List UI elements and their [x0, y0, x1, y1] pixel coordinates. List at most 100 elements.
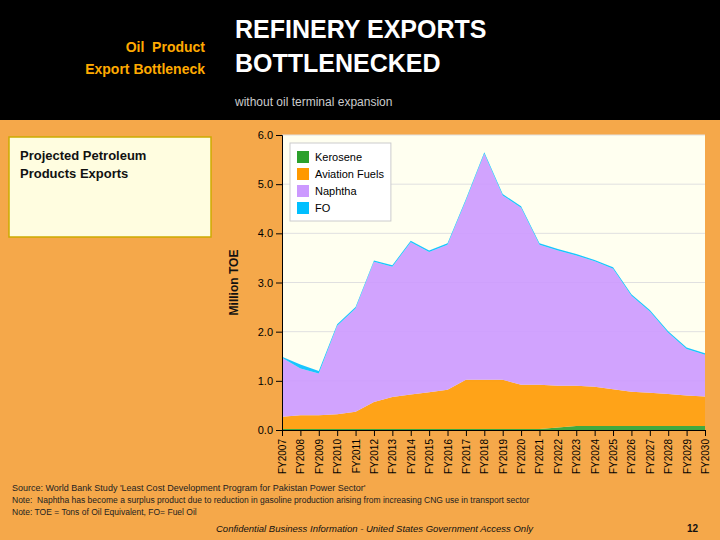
tick: FY2023	[571, 430, 582, 474]
header: Oil ProductExport BottleneckREFINERY EXP…	[85, 15, 486, 109]
plot: 0.01.02.03.04.05.06.0FY2007 FY2008 FY2009 F…	[258, 129, 711, 474]
tick-mark	[392, 430, 393, 436]
note: Note: TOE = Tons of Oil Equivalent, FO= …	[12, 507, 197, 517]
tick-label: FY2023	[571, 439, 582, 474]
tick: FY2015	[424, 430, 435, 474]
tick-mark	[276, 184, 282, 185]
tick: 4.0	[258, 227, 282, 239]
chart: Oil ProductExport BottleneckREFINERY EXP…	[0, 0, 720, 540]
tick: FY2016	[443, 430, 454, 474]
legend-swatch	[297, 202, 309, 214]
tick-label: FY2021	[534, 439, 545, 474]
tick-mark	[411, 430, 412, 436]
header-background	[0, 0, 720, 120]
tick-mark	[521, 430, 522, 436]
page-background	[0, 0, 720, 540]
tick: FY2012	[369, 430, 380, 474]
legend-label: Aviation Fuels	[315, 168, 384, 180]
header-label: Export Bottleneck	[85, 61, 205, 77]
axis-line	[276, 136, 283, 431]
tick: FY2013	[387, 430, 398, 474]
tick-label: FY2019	[498, 439, 509, 474]
note: Note: Naphtha has become a surplus produ…	[12, 495, 530, 505]
tick-mark	[539, 430, 540, 436]
tick-mark	[276, 381, 282, 382]
legend-item: FO	[297, 202, 331, 214]
legend-swatch	[297, 168, 309, 180]
tick: FY2020	[516, 430, 527, 474]
tick-label: FY2018	[479, 439, 490, 474]
header-label: Oil Product	[126, 39, 206, 55]
tick-mark	[705, 430, 706, 436]
tick-mark	[319, 430, 320, 436]
tick: FY2017	[461, 430, 472, 474]
tick-mark	[356, 430, 357, 436]
left-panel: Projected Petroleum Products Exports	[9, 137, 211, 237]
tick-mark	[613, 430, 614, 436]
tick-mark	[448, 430, 449, 436]
tick-label: FY2012	[369, 439, 380, 474]
page-number: 12	[687, 523, 699, 534]
tick-mark	[466, 430, 467, 436]
tick-mark	[503, 430, 504, 436]
tick-label: FY2030	[700, 439, 711, 474]
tick-mark	[687, 430, 688, 436]
tick-label: FY2020	[516, 439, 527, 474]
tick-mark	[484, 430, 485, 436]
axis-line	[283, 431, 706, 437]
tick-mark	[429, 430, 430, 436]
footer-text: Confidential Business Information - Unit…	[216, 523, 534, 534]
tick: FY2019	[498, 430, 509, 474]
tick-label: FY2009	[314, 439, 325, 474]
tick-mark	[558, 430, 559, 436]
tick: FY2011	[351, 430, 362, 473]
tick: FY2018	[479, 430, 490, 474]
tick-label: FY2029	[682, 439, 693, 474]
tick-mark	[595, 430, 596, 436]
tick-label: FY2027	[645, 439, 656, 474]
legend-item: Kerosene	[297, 151, 362, 163]
tick-mark	[337, 430, 338, 436]
left-box-text: Products Exports	[20, 166, 128, 181]
area	[282, 152, 705, 373]
legend-background	[290, 143, 391, 221]
subtitle: without oil terminal expansion	[234, 95, 392, 109]
y-axis-title: Million TOE	[227, 250, 241, 316]
tick-label: FY2013	[387, 439, 398, 474]
source: Source: World Bank Study 'Least Cost Dev…	[12, 483, 366, 493]
tick: FY2021	[534, 430, 545, 474]
x-axis: FY2007FY2008FY2009FY2010FY2011FY2012FY20…	[277, 430, 711, 474]
tick-label: FY2017	[461, 439, 472, 474]
tick: FY2026	[626, 430, 637, 474]
tick-label: 1.0	[258, 375, 273, 387]
tick: FY2014	[406, 430, 417, 474]
legend-item: Naphtha	[297, 185, 357, 197]
tick-mark	[300, 430, 301, 436]
tick: FY2009	[314, 430, 325, 474]
y-axis: 0.01.02.03.04.05.06.0	[258, 129, 283, 436]
tick: 6.0	[258, 129, 282, 141]
tick-label: FY2016	[443, 439, 454, 474]
grid-line	[282, 135, 705, 136]
left-box	[9, 137, 211, 237]
tick: FY2007	[277, 430, 288, 474]
legend-item: Aviation Fuels	[297, 168, 384, 180]
tick-label: FY2025	[608, 439, 619, 474]
tick-label: FY2028	[663, 439, 674, 474]
legend-swatch	[297, 151, 309, 163]
tick: FY2029	[682, 430, 693, 474]
tick-label: FY2026	[626, 439, 637, 474]
legend-label: Naphtha	[315, 185, 357, 197]
areas	[282, 152, 705, 430]
tick: FY2008	[295, 430, 306, 474]
tick: FY2027	[645, 430, 656, 474]
legend-label: Kerosene	[315, 151, 362, 163]
tick-mark	[276, 430, 282, 431]
legend-label: FO	[315, 202, 331, 214]
left-box-text: Projected Petroleum	[20, 148, 146, 163]
tick-mark	[276, 233, 282, 234]
tick-mark	[276, 135, 282, 136]
tick-mark	[276, 283, 282, 284]
tick-label: FY2022	[553, 439, 564, 474]
tick: FY2024	[590, 430, 601, 474]
